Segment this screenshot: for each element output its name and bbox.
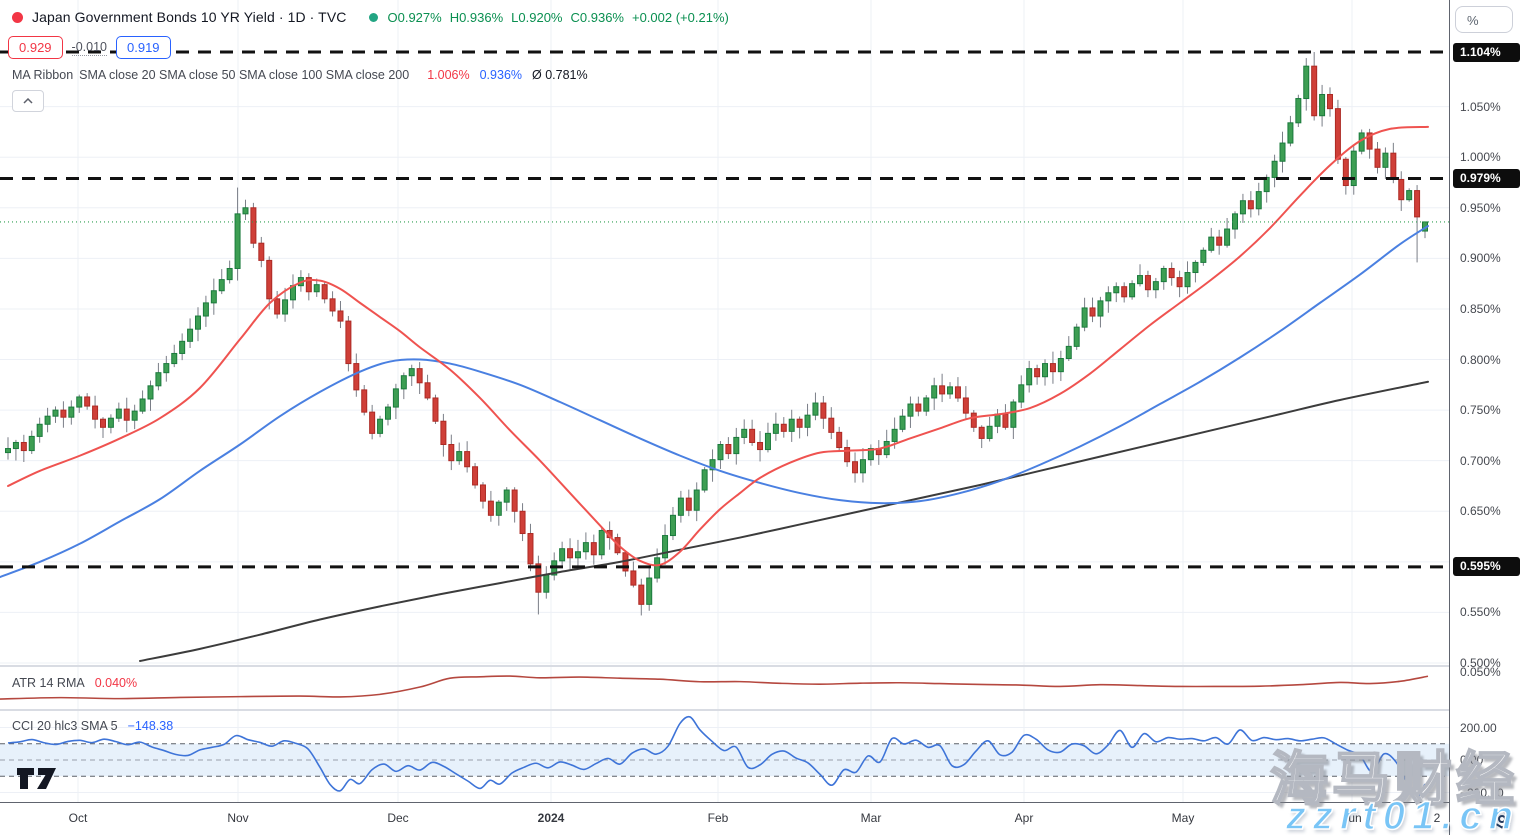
series-marker-icon	[12, 11, 23, 23]
price-axis-main[interactable]: 1.050% 1.000% 0.950% 0.900% 0.850% 0.800% 0.75…	[1450, 0, 1524, 667]
time-tick-label: Nov	[227, 811, 249, 825]
price-tick-label: 1.000%	[1460, 150, 1501, 165]
settings-gear-icon[interactable]	[1492, 809, 1512, 834]
price-tick-label: 0.950%	[1460, 200, 1501, 215]
price-tick-label: 0.500%	[1460, 656, 1501, 667]
cci-tick-label: −200.00	[1460, 785, 1504, 800]
symbol-legend: Japan Government Bonds 10 YR Yield · 1D …	[12, 9, 729, 25]
status-dot-icon	[369, 12, 379, 22]
level-price-label: 0.595%	[1453, 557, 1520, 577]
ma-ribbon-legend: MA Ribbon SMA close 20 SMA close 50 SMA …	[12, 68, 588, 82]
cci-value: −148.38	[127, 719, 174, 733]
pane-separator-cci[interactable]	[0, 709, 1524, 711]
watermark-cjk: 海马财经	[1269, 746, 1518, 813]
ask-price-button[interactable]: 0.919	[116, 36, 171, 59]
time-tick-label: Oct	[68, 811, 88, 825]
price-tick-label: 0.550%	[1460, 605, 1501, 620]
ma-ribbon-values: 1.006% 0.936% Ø 0.781%	[427, 68, 587, 82]
cci-tick-label: 0.00	[1460, 753, 1484, 767]
watermark-url: zzrt01.cn	[1285, 793, 1520, 835]
price-tick-label: 1.050%	[1460, 99, 1501, 114]
chevron-up-icon	[23, 98, 33, 104]
ma-ribbon-value: Ø 0.781%	[532, 68, 588, 82]
price-tick-label: 0.650%	[1460, 504, 1501, 519]
ma-ribbon-title[interactable]: MA Ribbon	[12, 68, 74, 82]
time-tick-label: 2024	[537, 811, 565, 825]
time-tick-label: May	[1171, 811, 1195, 825]
price-tick-label: 0.750%	[1460, 403, 1501, 418]
bid-price-button[interactable]: 0.929	[8, 36, 63, 59]
cci-title[interactable]: CCI 20 hlc3 SMA 5	[12, 719, 118, 733]
tradingview-logo-icon[interactable]	[16, 763, 58, 795]
atr-tick-label: 0.050%	[1460, 666, 1501, 680]
ma-ribbon-value: 1.006%	[427, 68, 470, 82]
time-tick-label: 2	[1433, 811, 1441, 825]
cci-tick-label: 200.00	[1460, 720, 1497, 735]
atr-value: 0.040%	[94, 676, 138, 690]
time-tick-label: Mar	[860, 811, 882, 825]
ohlc-segment: C0.936%	[570, 9, 624, 25]
percent-scale-button[interactable]: %	[1455, 6, 1513, 33]
ohlc-segment: L0.920%	[511, 9, 563, 25]
spread-value: -0.010	[71, 39, 107, 56]
time-tick-label: Feb	[707, 811, 729, 825]
price-tick-label: 0.800%	[1460, 352, 1501, 367]
main-chart-canvas[interactable]	[0, 0, 1449, 802]
ohlc-segment: H0.936%	[449, 9, 504, 25]
ma-ribbon-value: 0.936%	[479, 68, 523, 82]
time-tick-label: Dec	[387, 811, 409, 825]
legend-collapse-button[interactable]	[12, 90, 44, 112]
time-tick-label: Jun	[1342, 811, 1362, 825]
price-box-row: 0.929 -0.010 0.919	[8, 36, 171, 59]
level-price-label: 0.979%	[1453, 168, 1520, 188]
price-axis-cci[interactable]: 200.00 0.00 −200.00	[1450, 710, 1524, 802]
atr-title[interactable]: ATR 14 RMA	[12, 676, 85, 690]
ohlc-segment: O0.927%	[387, 9, 442, 25]
pane-separator-atr[interactable]	[0, 665, 1524, 667]
time-axis[interactable]: Oct Nov Dec 2024 Feb Mar Apr May Jun 2	[0, 802, 1449, 835]
level-price-label: 1.104%	[1453, 42, 1520, 62]
ohlc-readout: O0.927% H0.936% L0.920% C0.936% +0.002 (+0.2…	[387, 10, 728, 25]
atr-legend: ATR 14 RMA 0.040%	[12, 676, 137, 690]
ohlc-segment: +0.002 (+0.21%)	[631, 9, 729, 25]
symbol-title[interactable]: Japan Government Bonds 10 YR Yield · 1D …	[32, 9, 347, 25]
cci-legend: CCI 20 hlc3 SMA 5 −148.38	[12, 719, 173, 733]
time-tick-label: Apr	[1014, 811, 1034, 825]
price-tick-label: 0.700%	[1460, 453, 1501, 468]
price-axis-atr[interactable]: 0.050%	[1450, 666, 1524, 710]
ma-ribbon-params: SMA close 20 SMA close 50 SMA close 100 …	[79, 68, 410, 82]
price-tick-label: 0.850%	[1460, 301, 1501, 316]
price-axis[interactable]: % 1.050% 1.000% 0.950% 0.900% 0.850% 0.800% 0.…	[1449, 0, 1524, 835]
price-tick-label: 0.900%	[1460, 251, 1501, 266]
